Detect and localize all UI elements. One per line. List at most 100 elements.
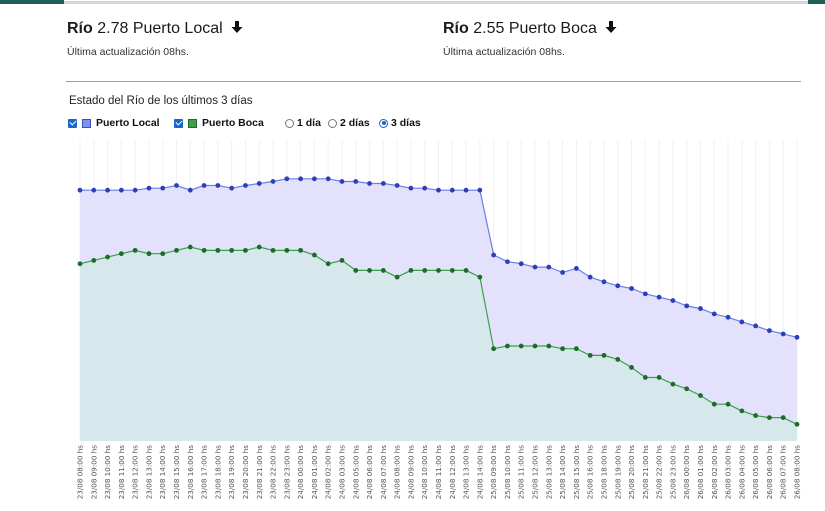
- radio-label: 3 días: [391, 117, 421, 129]
- x-tick-label: 24/08 06:00 hs: [365, 445, 374, 500]
- point-puerto-local: [670, 298, 676, 303]
- reading-puerto-boca: Río 2.55 Puerto Boca Última actualizació…: [443, 19, 618, 58]
- checkbox-puerto-boca[interactable]: [174, 118, 183, 128]
- reading-puerto-local: Río 2.78 Puerto Local Última actualizaci…: [67, 19, 244, 58]
- x-tick-label: 23/08 23:00 hs: [282, 445, 291, 500]
- point-puerto-boca: [394, 274, 400, 280]
- x-tick-label: 24/08 02:00 hs: [324, 445, 333, 500]
- point-puerto-local: [91, 187, 97, 193]
- point-puerto-local: [560, 270, 565, 275]
- point-puerto-boca: [477, 274, 483, 280]
- point-puerto-local: [422, 185, 428, 191]
- x-tick-label: 25/08 21:00 hs: [641, 445, 650, 500]
- river-label: Río: [67, 20, 93, 37]
- point-puerto-boca: [91, 258, 97, 263]
- x-tick-label: 23/08 20:00 hs: [241, 445, 250, 500]
- point-puerto-local: [656, 294, 662, 300]
- x-tick-label: 26/08 07:00 hs: [779, 445, 788, 500]
- point-puerto-boca: [422, 268, 428, 273]
- radio-button-selected[interactable]: [379, 118, 388, 128]
- point-puerto-local: [587, 274, 593, 280]
- point-puerto-boca: [601, 352, 607, 358]
- point-puerto-local: [118, 187, 124, 193]
- point-puerto-boca: [656, 375, 662, 380]
- x-tick-label: 23/08 18:00 hs: [213, 445, 222, 500]
- x-tick-label: 24/08 12:00 hs: [448, 445, 457, 500]
- point-puerto-local: [629, 286, 634, 291]
- point-puerto-local: [505, 259, 510, 265]
- point-puerto-boca: [367, 268, 372, 273]
- x-tick-label: 23/08 08:00 hs: [76, 445, 85, 500]
- point-puerto-boca: [794, 421, 800, 427]
- point-puerto-local: [174, 183, 179, 188]
- last-update-text: Última actualización 08hs.: [443, 46, 565, 58]
- point-puerto-local: [367, 181, 372, 186]
- radio-1-dia[interactable]: 1 día: [285, 116, 321, 130]
- point-puerto-local: [325, 176, 331, 182]
- point-puerto-local: [546, 264, 552, 270]
- point-puerto-boca: [77, 261, 83, 267]
- point-puerto-local: [380, 181, 386, 186]
- legend-item-puerto-boca[interactable]: Puerto Boca: [174, 116, 264, 130]
- checkbox-puerto-local[interactable]: [68, 118, 77, 128]
- point-puerto-local: [298, 176, 304, 182]
- arrow-down-icon: [605, 21, 617, 33]
- x-tick-label: 24/08 08:00 hs: [393, 445, 402, 500]
- point-puerto-boca: [270, 247, 276, 253]
- point-puerto-boca: [298, 247, 304, 253]
- x-tick-label: 24/08 05:00 hs: [351, 445, 360, 500]
- river-level-chart: 23/08 08:00 hs 23/08 09:00 hs 23/08 10:00 …: [76, 140, 802, 500]
- reading-value: 2.78: [97, 20, 129, 37]
- x-tick-label: 26/08 08:00 hs: [793, 445, 802, 500]
- point-puerto-boca: [380, 268, 386, 273]
- x-tick-label: 23/08 10:00 hs: [103, 445, 112, 500]
- point-puerto-local: [132, 187, 138, 193]
- x-tick-label: 25/08 22:00 hs: [655, 445, 664, 500]
- radio-button[interactable]: [328, 118, 337, 128]
- point-puerto-local: [312, 176, 317, 182]
- point-puerto-local: [353, 179, 359, 184]
- point-puerto-boca: [753, 413, 759, 418]
- point-puerto-local: [711, 311, 717, 317]
- point-puerto-local: [270, 179, 276, 184]
- x-tick-label: 26/08 01:00 hs: [696, 445, 705, 500]
- radio-label: 1 día: [297, 117, 321, 129]
- x-tick-label: 24/08 10:00 hs: [420, 445, 429, 500]
- radio-3-dias[interactable]: 3 días: [379, 116, 421, 130]
- x-tick-label: 24/08 03:00 hs: [337, 445, 346, 500]
- x-tick-label: 25/08 23:00 hs: [668, 445, 677, 500]
- x-tick-label: 25/08 11:00 hs: [517, 445, 526, 500]
- radio-button[interactable]: [285, 118, 294, 128]
- point-puerto-local: [518, 261, 524, 267]
- point-puerto-local: [339, 179, 345, 184]
- river-label: Río: [443, 20, 469, 37]
- point-puerto-local: [491, 252, 497, 258]
- divider: [66, 81, 801, 82]
- point-puerto-boca: [698, 393, 703, 398]
- point-puerto-local: [408, 185, 414, 191]
- radio-2-dias[interactable]: 2 días: [328, 116, 370, 130]
- point-puerto-boca: [132, 247, 138, 253]
- point-puerto-local: [463, 187, 469, 193]
- point-puerto-boca: [201, 247, 207, 253]
- point-puerto-local: [477, 187, 483, 193]
- point-puerto-local: [794, 334, 800, 340]
- radio-label: 2 días: [340, 117, 370, 129]
- point-puerto-local: [105, 187, 110, 193]
- legend-item-puerto-local[interactable]: Puerto Local: [68, 116, 160, 130]
- point-puerto-local: [725, 314, 731, 320]
- x-tick-label: 23/08 11:00 hs: [117, 445, 126, 500]
- point-puerto-local: [532, 264, 538, 270]
- x-tick-label: 26/08 02:00 hs: [710, 445, 719, 500]
- legend-label: Puerto Boca: [202, 117, 264, 129]
- point-puerto-boca: [684, 386, 690, 392]
- reading-title: Río 2.78 Puerto Local: [67, 19, 244, 39]
- point-puerto-local: [77, 187, 83, 193]
- x-tick-label: 23/08 16:00 hs: [186, 445, 195, 500]
- point-puerto-boca: [767, 415, 772, 420]
- point-puerto-boca: [339, 258, 345, 263]
- point-puerto-local: [573, 266, 579, 271]
- point-puerto-boca: [229, 247, 235, 253]
- point-puerto-boca: [436, 268, 441, 273]
- x-tick-label: 25/08 13:00 hs: [544, 445, 553, 500]
